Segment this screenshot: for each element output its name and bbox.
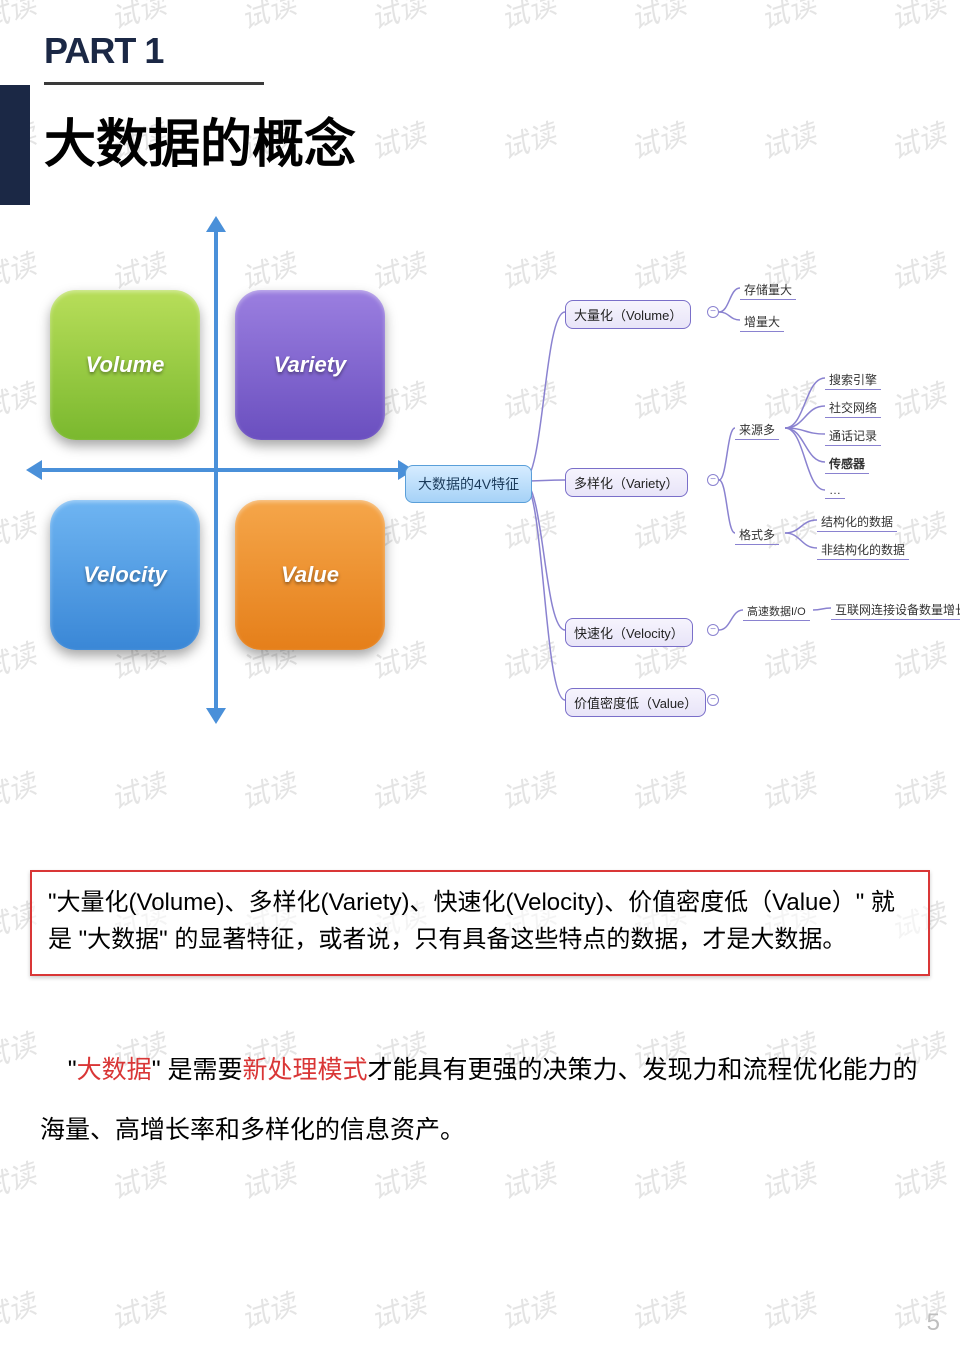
watermark-text: 试读	[365, 1282, 431, 1337]
watermark-text: 试读	[365, 762, 431, 817]
watermark-text: 试读	[755, 0, 821, 38]
watermark-text: 试读	[495, 762, 561, 817]
mindmap-branch: 大量化（Volume）	[565, 300, 691, 329]
definition-highlight-1: 大数据	[77, 1056, 152, 1084]
mindmap-diagram: 大数据的4V特征 大量化（Volume） − 存储量大增量大多样化（Variety） −…	[395, 240, 955, 760]
mindmap-leaf: 社交网络	[825, 398, 881, 418]
watermark-text: 试读	[625, 1282, 691, 1337]
watermark-text: 试读	[235, 1152, 301, 1207]
mindmap-leaf: 互联网连接设备数量增长	[831, 600, 960, 620]
mindmap-leaf: …	[825, 482, 845, 499]
watermark-text: 试读	[625, 1152, 691, 1207]
watermark-text: 试读	[365, 112, 431, 167]
watermark-text: 试读	[885, 762, 951, 817]
watermark-text: 试读	[625, 112, 691, 167]
mindmap-branch: 快速化（Velocity）	[565, 618, 693, 647]
watermark-text: 试读	[105, 1152, 171, 1207]
definition-highlight-2: 新处理模式	[243, 1056, 368, 1084]
watermark-text: 试读	[755, 762, 821, 817]
watermark-text: 试读	[105, 762, 171, 817]
mindmap-branch: 多样化（Variety）	[565, 468, 688, 497]
horizontal-axis-arrow	[40, 468, 400, 472]
watermark-text: 试读	[625, 0, 691, 38]
watermark-text: 试读	[885, 1152, 951, 1207]
watermark-text: 试读	[0, 502, 41, 557]
mindmap-leaf: 搜索引擎	[825, 370, 881, 390]
mindmap-leaf: 通话记录	[825, 426, 881, 446]
quadrant-volume: Volume	[50, 290, 200, 440]
watermark-text: 试读	[755, 112, 821, 167]
mindmap-toggle-icon: −	[707, 474, 719, 486]
watermark-text: 试读	[755, 1152, 821, 1207]
watermark-text: 试读	[495, 112, 561, 167]
watermark-text: 试读	[885, 112, 951, 167]
watermark-text: 试读	[105, 1282, 171, 1337]
watermark-text: 试读	[495, 1152, 561, 1207]
quadrant-value: Value	[235, 500, 385, 650]
watermark-text: 试读	[0, 632, 41, 687]
mindmap-toggle-icon: −	[707, 624, 719, 636]
summary-text: "大量化(Volume)、多样化(Variety)、快速化(Velocity)、…	[48, 889, 895, 953]
mindmap-sub: 来源多	[735, 420, 779, 440]
watermark-text: 试读	[365, 0, 431, 38]
watermark-text: 试读	[0, 1282, 41, 1337]
watermark-text: 试读	[365, 1152, 431, 1207]
watermark-text: 试读	[235, 1282, 301, 1337]
watermark-text: 试读	[0, 372, 41, 427]
quadrant-diagram: VolumeVarietyVelocityValue	[40, 230, 400, 710]
part-label: PART 1	[44, 30, 163, 72]
watermark-text: 试读	[0, 242, 41, 297]
summary-red-box: "大量化(Volume)、多样化(Variety)、快速化(Velocity)、…	[30, 870, 930, 976]
watermark-text: 试读	[0, 1022, 41, 1077]
page-title: 大数据的概念	[44, 102, 356, 177]
mindmap-leaf: 结构化的数据	[817, 512, 897, 532]
watermark-text: 试读	[885, 0, 951, 38]
watermark-text: 试读	[0, 0, 41, 38]
quadrant-variety: Variety	[235, 290, 385, 440]
watermark-text: 试读	[625, 762, 691, 817]
definition-paragraph: "大数据" 是需要新处理模式才能具有更强的决策力、发现力和流程优化能力的海量、高…	[40, 1040, 940, 1160]
page-number: 5	[927, 1309, 940, 1337]
definition-seg-1: " 是需要	[152, 1056, 243, 1084]
mindmap-sub: 格式多	[735, 525, 779, 545]
watermark-text: 试读	[0, 762, 41, 817]
quote-open: "	[68, 1056, 77, 1084]
mindmap-toggle-icon: −	[707, 694, 719, 706]
watermark-text: 试读	[885, 1282, 951, 1337]
header-accent-bar	[0, 85, 30, 205]
watermark-text: 试读	[495, 0, 561, 38]
mindmap-leaf: 传感器	[825, 454, 869, 474]
quadrant-velocity: Velocity	[50, 500, 200, 650]
mindmap-leaf: 非结构化的数据	[817, 540, 909, 560]
mindmap-sub: 高速数据I/O	[743, 602, 810, 621]
mindmap-toggle-icon: −	[707, 306, 719, 318]
watermark-text: 试读	[0, 1152, 41, 1207]
mindmap-leaf: 存储量大	[740, 280, 796, 300]
watermark-text: 试读	[755, 1282, 821, 1337]
mindmap-root: 大数据的4V特征	[405, 465, 532, 503]
watermark-text: 试读	[235, 762, 301, 817]
mindmap-leaf: 增量大	[740, 312, 784, 332]
part-underline	[44, 82, 264, 85]
watermark-text: 试读	[235, 0, 301, 38]
mindmap-branch: 价值密度低（Value）	[565, 688, 706, 717]
watermark-text: 试读	[495, 1282, 561, 1337]
